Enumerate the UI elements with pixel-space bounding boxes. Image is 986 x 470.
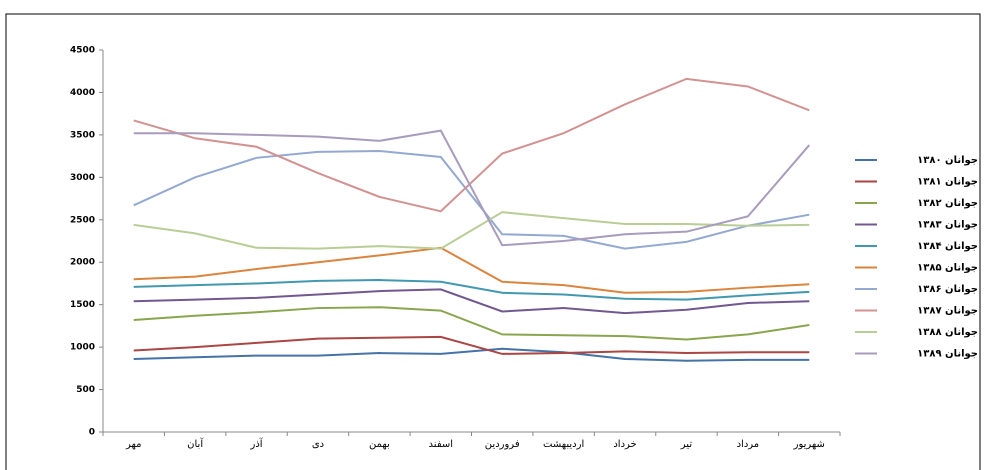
y-tick-label: 2000	[70, 258, 95, 268]
legend-label: جوانان ۱۳۸۴	[917, 241, 978, 252]
series-line	[133, 288, 810, 315]
x-tick-label: تیر	[680, 439, 693, 450]
series-line	[133, 246, 810, 294]
legend-label: جوانان ۱۳۸۸	[917, 327, 978, 338]
y-tick-label: 500	[76, 385, 95, 395]
y-tick-label: 3000	[70, 173, 95, 183]
legend-label: جوانان ۱۳۸۶	[917, 284, 978, 295]
legend-label: جوانان ۱۳۸۲	[917, 198, 978, 209]
x-tick-label: آذر	[250, 437, 264, 450]
y-tick-label: 0	[89, 428, 95, 438]
series-line	[133, 129, 811, 247]
series-line	[133, 77, 810, 213]
x-tick-label: دی	[312, 439, 324, 450]
legend-label: جوانان ۱۳۸۰	[917, 155, 978, 166]
y-tick-label: 4000	[70, 88, 95, 98]
series-line	[133, 335, 810, 355]
x-tick-label: شهریور	[793, 439, 825, 450]
x-tick-label: بهمن	[369, 439, 390, 450]
y-tick-label: 1500	[70, 300, 95, 310]
x-tick-label: آبان	[187, 437, 204, 450]
y-tick-label: 2500	[70, 215, 95, 225]
x-tick-label: اسفند	[429, 439, 453, 450]
legend-label: جوانان ۱۳۸۱	[917, 177, 978, 188]
y-tick-label: 4500	[70, 46, 95, 56]
series-line	[133, 306, 810, 341]
y-tick-label: 3500	[70, 130, 95, 140]
series-line	[133, 347, 810, 362]
legend-label: جوانان ۱۳۸۳	[917, 220, 978, 231]
chart-frame	[5, 13, 981, 470]
x-tick-label: مهر	[125, 439, 141, 450]
x-tick-label: مرداد	[737, 439, 760, 450]
series-line	[133, 150, 810, 250]
legend-label: جوانان ۱۳۸۵	[917, 263, 978, 274]
y-tick-label: 1000	[70, 343, 95, 353]
x-tick-label: خرداد	[613, 439, 636, 450]
series-line	[133, 211, 810, 250]
legend-label: جوانان ۱۳۸۹	[917, 349, 978, 360]
x-tick-label: اردیبهشت	[543, 439, 584, 450]
x-tick-label: فروردین	[485, 439, 520, 450]
legend-label: جوانان ۱۳۸۷	[917, 306, 978, 317]
series-line	[133, 279, 810, 301]
